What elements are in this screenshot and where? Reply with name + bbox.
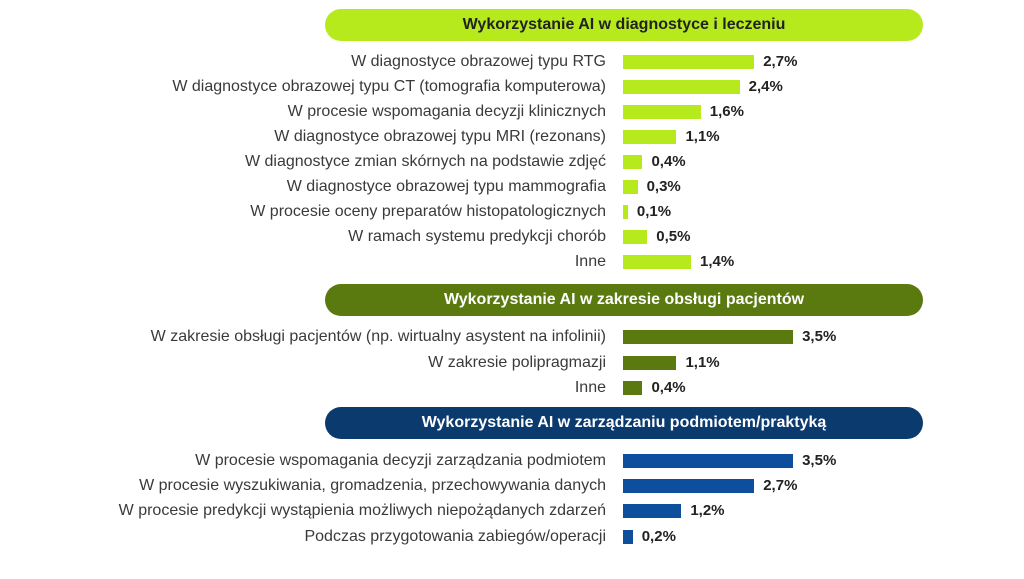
category-label: Podczas przygotowania zabiegów/operacji (304, 527, 606, 545)
bar (623, 330, 794, 344)
category-label: W procesie oceny preparatów histopatolog… (250, 203, 606, 220)
category-label: W diagnostyce obrazowej typu CT (tomogra… (172, 78, 606, 95)
bar (623, 180, 638, 194)
value-label: 0,4% (651, 153, 686, 170)
category-label: Inne (574, 253, 606, 270)
value-label: 0,5% (656, 228, 691, 245)
category-label: W diagnostyce zmian skórnych na podstawi… (244, 153, 606, 170)
value-label: 0,4% (651, 379, 686, 396)
category-label: W zakresie obsługi pacjentów (np. wirtua… (150, 328, 606, 345)
bar (623, 381, 643, 395)
value-label: 2,7% (763, 53, 798, 70)
value-label: 3,5% (802, 452, 837, 469)
value-label: 1,4% (700, 253, 735, 270)
value-label: 0,3% (646, 178, 681, 195)
bar (623, 454, 794, 468)
section-header-1: Wykorzystanie AI w diagnostyce i leczeni… (325, 9, 923, 41)
category-label: W procesie wyszukiwania, gromadzenia, pr… (139, 477, 606, 495)
bar (623, 205, 628, 219)
bar (623, 155, 643, 169)
bar (623, 105, 701, 119)
bar (623, 80, 740, 94)
bar (623, 130, 677, 144)
bar (623, 55, 755, 69)
bar (623, 529, 633, 544)
value-label: 2,4% (748, 78, 783, 95)
category-label: W diagnostyce obrazowej typu mammografia (286, 178, 606, 195)
value-label: 1,1% (685, 128, 720, 145)
value-label: 0,2% (641, 527, 676, 545)
value-label: 1,6% (709, 103, 744, 120)
value-label: 1,2% (690, 502, 725, 520)
category-label: W diagnostyce obrazowej typu RTG (351, 53, 606, 70)
category-label: W zakresie polipragmazji (428, 353, 606, 371)
bar (623, 504, 682, 519)
section-header-2: Wykorzystanie AI w zakresie obsługi pacj… (325, 284, 923, 316)
category-label: W procesie wspomagania decyzji zarządzan… (195, 452, 606, 469)
bar (623, 355, 677, 370)
bar (623, 230, 648, 244)
bar (623, 255, 692, 269)
bar (623, 479, 755, 494)
category-label: W ramach systemu predykcji chorób (348, 228, 606, 245)
section-header-3: Wykorzystanie AI w zarządzaniu podmiotem… (325, 407, 923, 439)
value-label: 1,1% (685, 353, 720, 371)
category-label: W procesie predykcji wystąpienia możliwy… (118, 502, 606, 520)
value-label: 0,1% (636, 203, 672, 220)
value-label: 3,5% (802, 328, 837, 345)
category-label: W diagnostyce obrazowej typu MRI (rezona… (274, 128, 606, 145)
value-label: 2,7% (763, 477, 798, 495)
category-label: W procesie wspomagania decyzji kliniczny… (287, 103, 606, 120)
category-label: Inne (574, 379, 606, 396)
